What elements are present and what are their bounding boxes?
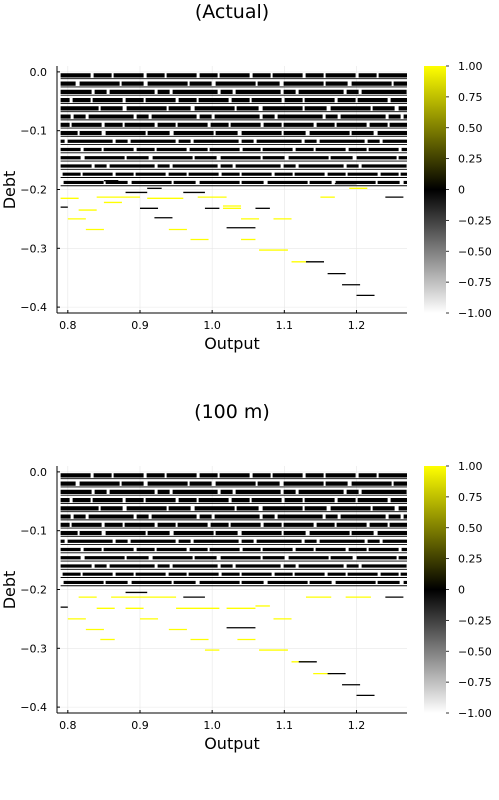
y-axis-label: Debt: [0, 171, 19, 210]
x-tick-label: 1.2: [348, 319, 366, 332]
y-tick-label: −0.2: [20, 184, 47, 197]
x-tick-label: 0.8: [59, 319, 77, 332]
colorbar-tick-label: 0: [458, 184, 465, 197]
y-axis-label: Debt: [0, 571, 19, 610]
x-tick-label: 1.0: [203, 319, 221, 332]
colorbar-gradient: [424, 66, 446, 313]
colorbar-tick-label: 1.00: [458, 60, 483, 73]
y-tick-label: −0.3: [20, 242, 47, 255]
colorbar-tick-label: −0.25: [458, 214, 492, 227]
y-tick-label: −0.1: [20, 525, 47, 538]
colorbar-tick-label: −1.00: [458, 307, 492, 320]
colorbar-tick-label: 1.00: [458, 460, 483, 473]
colorbar-tick-label: −1.00: [458, 707, 492, 720]
y-tick-label: −0.4: [20, 301, 47, 314]
y-tick-label: 0.0: [30, 66, 48, 79]
panel-100m: (100 m) 0.8 0.9 1.0 1.1 1.2 0.0 −0.1 −0.2 −0.3 −0…: [0, 401, 492, 753]
colorbar-tick-label: 0.50: [458, 522, 483, 535]
colorbar-tick-label: −0.50: [458, 245, 492, 258]
plot-area: 0.8 0.9 1.0 1.1 1.2 0.0 −0.1 −0.2 −0.3 −0.4: [20, 466, 407, 732]
colorbar-tick-label: −0.75: [458, 676, 492, 689]
plot-area: 0.8 0.9 1.0 1.1 1.2 0.0 −0.1 −0.2 −0.3 −0.4: [20, 66, 407, 332]
y-tick-label: −0.1: [20, 125, 47, 138]
chart-title: (100 m): [194, 401, 270, 423]
x-axis-label: Output: [204, 734, 260, 753]
y-tick-label: −0.3: [20, 642, 47, 655]
y-tick-label: −0.4: [20, 701, 47, 714]
colorbar-tick-label: 0.25: [458, 553, 483, 566]
x-tick-label: 1.1: [276, 719, 294, 732]
x-tick-label: 0.9: [131, 319, 149, 332]
panel-actual: (Actual) 0.8 0.9 1.0 1.1 1.2 0.0 −0.1 −0.2 −0.3 −…: [0, 1, 492, 353]
colorbar-tick-label: 0.75: [458, 91, 483, 104]
colorbar-tick-label: 0.75: [458, 491, 483, 504]
y-tick-label: 0.0: [30, 466, 48, 479]
y-tick-label: −0.2: [20, 584, 47, 597]
colorbar-tick-label: −0.25: [458, 614, 492, 627]
x-tick-label: 0.9: [131, 719, 149, 732]
colorbar-tick-label: 0: [458, 584, 465, 597]
colorbar-tick-label: 0.50: [458, 122, 483, 135]
colorbar-tick-label: 0.25: [458, 153, 483, 166]
x-tick-label: 1.0: [203, 719, 221, 732]
x-tick-label: 1.1: [276, 319, 294, 332]
x-tick-label: 1.2: [348, 719, 366, 732]
x-axis-label: Output: [204, 334, 260, 353]
colorbar: 1.00 0.75 0.50 0.25 0 −0.25 −0.50 −0.75 −1.00: [424, 60, 492, 320]
colorbar-tick-label: −0.75: [458, 276, 492, 289]
colorbar-tick-label: −0.50: [458, 645, 492, 658]
colorbar: 1.00 0.75 0.50 0.25 0 −0.25 −0.50 −0.75 −1.00: [424, 460, 492, 720]
colorbar-gradient: [424, 466, 446, 713]
chart-title: (Actual): [195, 1, 269, 23]
x-tick-label: 0.8: [59, 719, 77, 732]
